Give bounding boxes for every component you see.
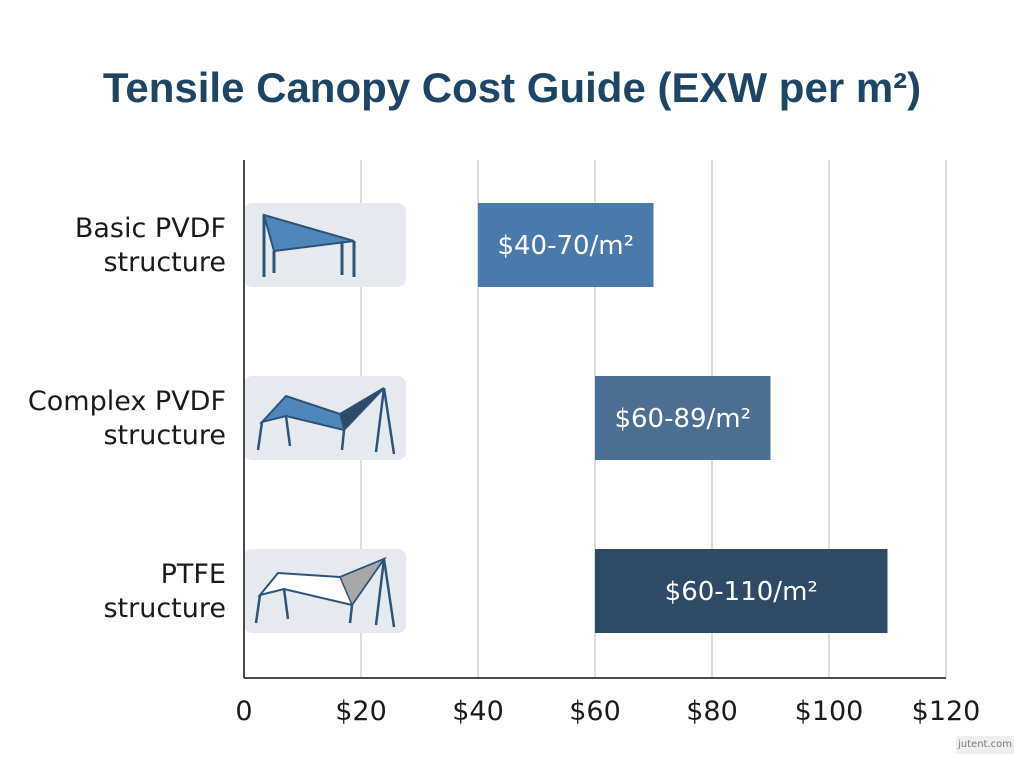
bars: $40-70/m² $60-89/m² $60-110/m²: [478, 203, 888, 633]
canopy-post-shape: [382, 558, 396, 628]
bar: [478, 203, 654, 287]
category-label-line: structure: [103, 593, 226, 624]
canopy-post-shape: [382, 387, 396, 455]
canopy-post-shape: [348, 604, 354, 624]
category-label: Complex PVDF structure: [28, 386, 226, 451]
x-tick-label: $100: [795, 696, 864, 727]
ptfe-canopy-icon: [244, 549, 406, 633]
category-label-line: structure: [103, 247, 226, 278]
canopy-post-shape: [340, 429, 346, 451]
x-tick-label: $20: [335, 696, 387, 727]
watermark: jutent.com: [956, 736, 1014, 754]
category-icons: [244, 203, 406, 633]
canopy-sail-shape: [262, 213, 355, 253]
canopy-post-shape: [254, 594, 262, 624]
bar-data-label: $60-89/m²: [614, 404, 751, 434]
canopy-sail-shape: [339, 557, 387, 607]
category-label-line: structure: [103, 420, 226, 451]
canopy-post-shape: [256, 421, 264, 451]
x-tick-label: $40: [452, 696, 504, 727]
canopy-sail-shape: [339, 387, 385, 432]
basic-pvdf-canopy-icon: [244, 203, 406, 287]
x-tick-label: $120: [912, 696, 981, 727]
bar-data-label: $40-70/m²: [497, 231, 634, 261]
bar: [595, 549, 888, 633]
canopy-post-shape: [374, 387, 386, 453]
x-axis: 0 $20 $40 $60 $80 $100 $120: [235, 160, 980, 727]
category-label-line: Complex PVDF: [28, 386, 226, 417]
canopy-post-shape: [282, 588, 290, 620]
bar: [595, 376, 771, 460]
x-tick-label: $80: [686, 696, 738, 727]
category-label: Basic PVDF structure: [75, 213, 226, 278]
bar-data-label: $60-110/m²: [665, 577, 818, 607]
canopy-post-shape: [284, 415, 292, 447]
x-tick-label: $60: [569, 696, 621, 727]
x-tick-label: 0: [235, 696, 252, 727]
canopy-post-shape: [374, 558, 386, 626]
category-label: PTFE structure: [103, 559, 226, 624]
complex-pvdf-canopy-icon: [244, 376, 406, 460]
category-label-line: PTFE: [161, 559, 226, 590]
category-label-line: Basic PVDF: [75, 213, 226, 244]
chart-title: Tensile Canopy Cost Guide (EXW per m²): [103, 64, 921, 111]
